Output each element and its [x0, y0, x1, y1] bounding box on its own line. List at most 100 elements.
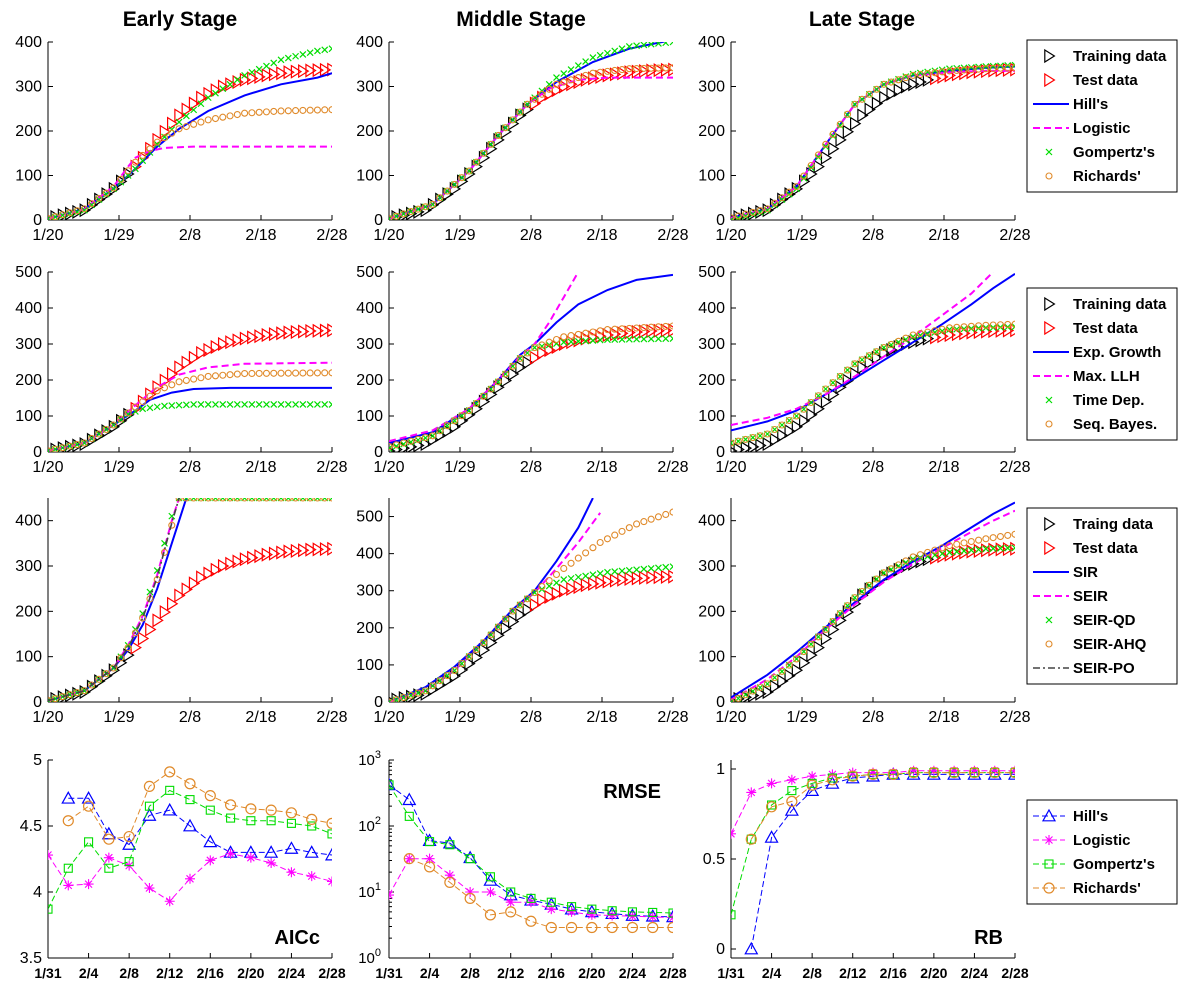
- legend-label: Logistic: [1073, 120, 1131, 137]
- series-marker: [509, 607, 517, 615]
- series-marker: [414, 435, 422, 443]
- series-marker: [931, 551, 939, 559]
- x-tick-label: 2/28: [999, 709, 1030, 726]
- series-marker: [314, 401, 321, 408]
- series-marker: [647, 515, 655, 523]
- series-line: [731, 772, 1015, 915]
- series-marker: [924, 330, 932, 338]
- series-marker: [655, 335, 662, 343]
- series-marker: [829, 617, 837, 626]
- series-marker: [233, 370, 241, 378]
- series-marker: [574, 330, 582, 338]
- series-marker: [654, 64, 662, 72]
- legend-label: Test data: [1073, 540, 1138, 557]
- series-marker: [284, 401, 292, 408]
- y-tick-label: 200: [15, 123, 42, 140]
- series-marker: [270, 498, 278, 502]
- series-marker: [654, 323, 662, 331]
- series-marker: [450, 417, 459, 425]
- training-data-marker: [522, 355, 534, 370]
- test-data-marker: [254, 69, 266, 84]
- training-data-marker: [777, 674, 789, 689]
- series-marker: [908, 765, 919, 776]
- series-marker: [587, 904, 597, 914]
- x-tick-label: 1/20: [32, 227, 63, 244]
- legend-symbol: [1045, 172, 1053, 180]
- series-marker: [443, 187, 451, 195]
- series-marker: [669, 508, 673, 516]
- series-marker: [63, 880, 74, 891]
- series-marker: [175, 378, 183, 386]
- series-marker: [858, 587, 866, 596]
- series-marker: [404, 853, 415, 864]
- series-marker: [765, 801, 778, 813]
- subplot-r2-c0: 0 100 200 300 400 1/20 1/29 2/8 2/18 2/28: [15, 498, 348, 726]
- series-marker: [997, 62, 1004, 70]
- series-marker: [286, 818, 296, 828]
- series-marker: [982, 65, 990, 73]
- series-line: [48, 498, 180, 702]
- series-marker: [982, 545, 990, 553]
- series-marker: [103, 833, 115, 845]
- series-marker: [248, 68, 256, 76]
- series-marker: [949, 768, 959, 778]
- series-marker: [807, 778, 817, 788]
- x-tick-label: 2/18: [928, 227, 959, 244]
- series-marker: [868, 767, 878, 778]
- series-marker: [611, 531, 619, 539]
- series-marker: [756, 207, 764, 215]
- series-marker: [48, 215, 52, 220]
- series-marker: [767, 800, 777, 810]
- series-marker: [160, 548, 169, 556]
- series-marker: [829, 132, 837, 140]
- test-data-marker: [631, 64, 644, 79]
- training-data-marker: [799, 655, 811, 670]
- training-data-marker: [806, 166, 818, 182]
- x-tick-label: 2/4: [420, 965, 440, 981]
- series-marker: [945, 67, 954, 75]
- series-marker: [506, 887, 516, 897]
- test-data-marker: [305, 63, 317, 78]
- series-marker: [265, 804, 277, 816]
- series-marker: [211, 498, 220, 502]
- series-marker: [975, 546, 983, 553]
- test-data-marker: [1010, 541, 1015, 556]
- series-marker: [763, 206, 771, 214]
- series-marker: [505, 897, 516, 908]
- series-marker: [429, 432, 437, 440]
- series-marker: [836, 120, 844, 128]
- series-marker: [553, 579, 560, 587]
- series-marker: [1004, 320, 1012, 329]
- series-marker: [153, 387, 161, 395]
- series-marker: [567, 559, 575, 567]
- series-marker: [967, 537, 975, 546]
- x-tick-label: 1/20: [32, 459, 63, 476]
- x-tick-label: 2/16: [538, 965, 565, 981]
- legend-symbol: [1045, 148, 1053, 156]
- series-marker: [975, 63, 983, 71]
- series-marker: [509, 362, 517, 370]
- series-marker: [245, 803, 257, 815]
- test-data-marker: [660, 62, 673, 77]
- test-data-marker: [646, 63, 658, 78]
- test-data-marker: [595, 69, 607, 84]
- series-marker: [182, 498, 190, 502]
- series-marker: [212, 89, 219, 97]
- x-tick-label: 2/8: [520, 227, 542, 244]
- series-marker: [400, 439, 408, 447]
- test-data-marker: [609, 573, 622, 588]
- series-marker: [953, 548, 961, 556]
- x-tick-label: 2/12: [839, 965, 866, 981]
- legend-label: Hill's: [1073, 96, 1108, 113]
- series-marker: [744, 941, 759, 955]
- series-marker: [248, 401, 256, 408]
- legend-symbol: [1044, 835, 1054, 845]
- series-marker: [625, 524, 633, 532]
- y-tick-label: 100: [356, 168, 383, 185]
- legend-symbol: [1044, 72, 1056, 88]
- series-marker: [284, 54, 292, 62]
- series-marker: [255, 65, 263, 73]
- series-marker: [582, 549, 590, 557]
- series-marker: [392, 441, 400, 449]
- series-marker: [117, 654, 125, 662]
